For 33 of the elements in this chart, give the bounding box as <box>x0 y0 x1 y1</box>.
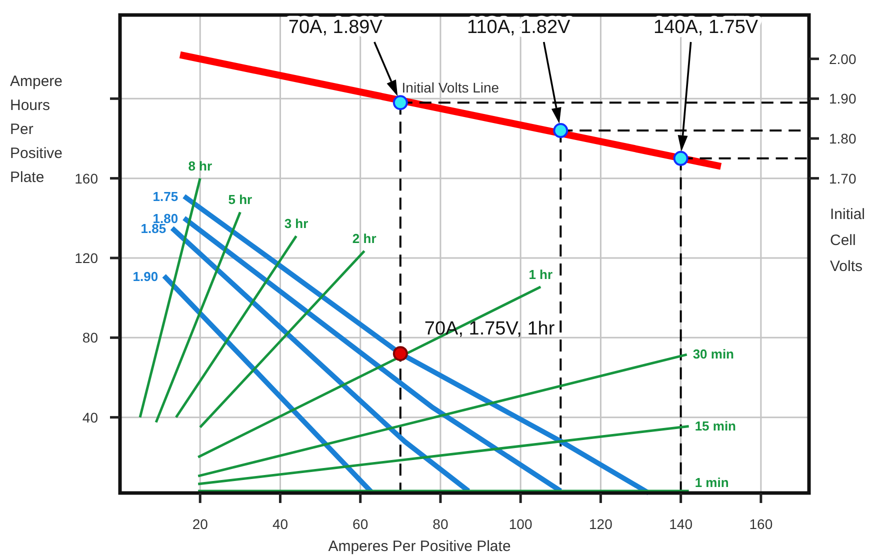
x-tick-label: 60 <box>352 516 368 532</box>
y-tick-label: 120 <box>74 250 98 266</box>
y-tick-label: 40 <box>82 409 98 426</box>
x-tick-label: 120 <box>589 516 613 532</box>
x-axis-title: Amperes Per Positive Plate <box>328 538 511 555</box>
series-label: 1.90 <box>132 268 158 284</box>
series-label: 1 hr <box>528 266 553 282</box>
series-label: 3 hr <box>284 216 308 232</box>
x-tick-label: 140 <box>669 516 693 532</box>
annotation: 140A, 1.75V <box>654 17 758 38</box>
y-tick-label: 80 <box>82 330 98 346</box>
series-label: 30 min <box>692 346 734 362</box>
y2-tick-label: 2.00 <box>829 50 856 67</box>
series-label: 1 min <box>694 475 729 490</box>
x-tick-label: 80 <box>432 516 448 532</box>
y-tick-label: 160 <box>74 170 98 186</box>
x-tick-label: 20 <box>192 516 208 532</box>
y2-axis-title: Initial Cell Volts <box>830 206 866 275</box>
series-label: 2 hr <box>352 231 376 246</box>
y2-tick-label: 1.90 <box>829 90 856 107</box>
y2-tick-label: 1.70 <box>829 170 856 186</box>
x-tick-label: 160 <box>749 516 773 532</box>
series-label: Initial Volts Line <box>402 80 500 96</box>
annotation: 110A, 1.82V <box>467 17 571 38</box>
x-tick-label: 100 <box>508 516 532 532</box>
y-axis-title: Ampere Hours Per Positive Plate <box>10 73 63 186</box>
x-tick-label: 40 <box>272 516 288 532</box>
series-label: 5 hr <box>228 192 252 208</box>
annotation: 70A, 1.89V <box>288 17 383 38</box>
y2-tick-label: 1.80 <box>829 130 856 146</box>
series-label: 8 hr <box>188 158 212 174</box>
series-label: 15 min <box>694 418 736 434</box>
series-label: 1.75 <box>152 189 178 204</box>
